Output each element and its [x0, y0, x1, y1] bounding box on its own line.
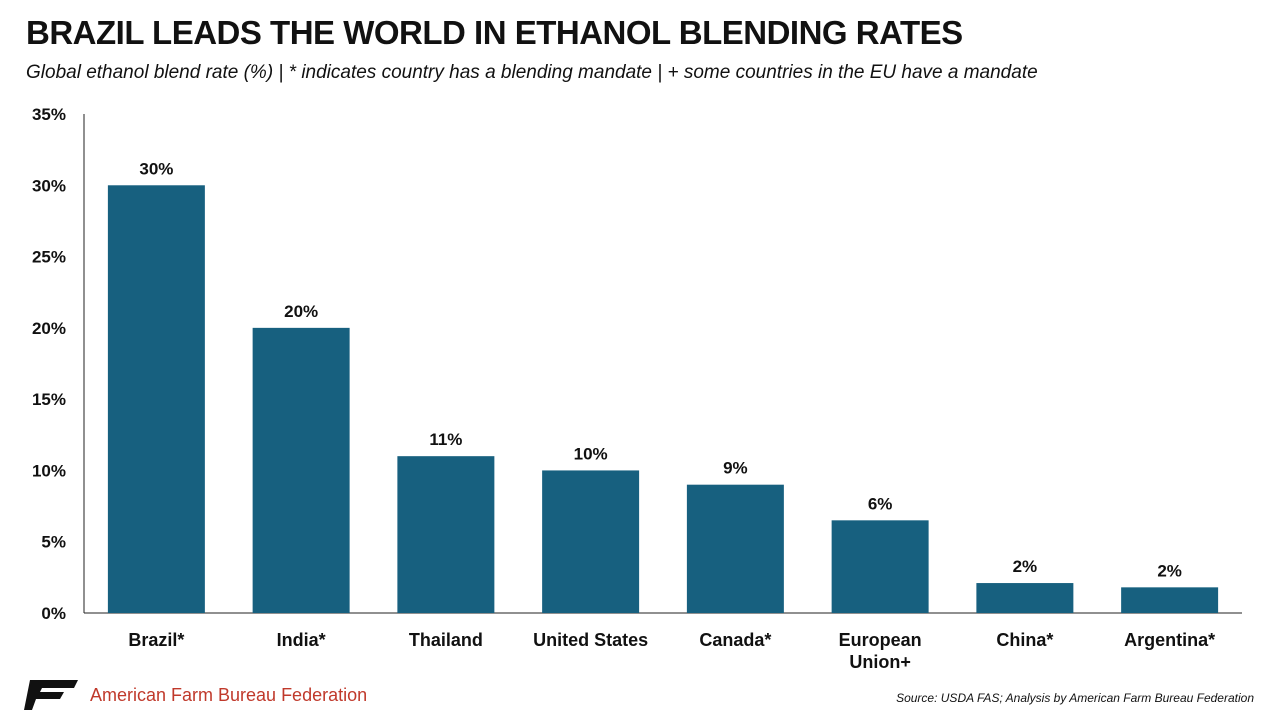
- data-label: 30%: [139, 159, 173, 178]
- y-tick-label: 10%: [32, 461, 66, 480]
- bar: [542, 470, 640, 613]
- bar-chart: 0% 5% 10% 15% 20% 25% 30% 35% 30% Brazil* 20% India…: [32, 105, 1242, 672]
- data-label: 10%: [574, 444, 608, 463]
- x-tick-label: Union+: [849, 652, 911, 672]
- data-label: 11%: [429, 430, 462, 449]
- bar: [397, 456, 495, 613]
- x-tick-label: China*: [996, 630, 1053, 650]
- y-tick-label: 30%: [32, 176, 66, 195]
- data-label: 2%: [1157, 561, 1182, 580]
- chart-subtitle: Global ethanol blend rate (%) | * indica…: [26, 62, 1038, 83]
- bar: [686, 484, 784, 613]
- x-tick-label: Argentina*: [1124, 630, 1215, 650]
- fb-logo-icon: [24, 680, 78, 710]
- y-tick-label: 25%: [32, 248, 66, 267]
- y-tick-label: 35%: [32, 105, 66, 124]
- data-label: 9%: [723, 459, 748, 478]
- bar: [1121, 587, 1219, 613]
- x-tick-label: Thailand: [409, 630, 483, 650]
- data-label: 20%: [284, 302, 318, 321]
- x-tick-label: India*: [277, 630, 326, 650]
- source-note: Source: USDA FAS; Analysis by American F…: [896, 691, 1254, 705]
- bar: [831, 520, 929, 613]
- x-tick-label: United States: [533, 630, 648, 650]
- data-label: 6%: [868, 494, 893, 513]
- x-tick-label: European: [839, 630, 922, 650]
- bar: [976, 583, 1074, 613]
- bar: [107, 185, 205, 614]
- bar: [252, 327, 350, 613]
- footer-logo: American Farm Bureau Federation: [24, 680, 367, 710]
- x-tick-label: Brazil*: [128, 630, 184, 650]
- y-tick-label: 15%: [32, 390, 66, 409]
- data-label: 2%: [1013, 557, 1038, 576]
- footer-brand: American Farm Bureau Federation: [90, 684, 368, 705]
- y-tick-label: 5%: [41, 533, 66, 552]
- y-tick-label: 0%: [41, 604, 66, 623]
- x-tick-label: Canada*: [699, 630, 771, 650]
- chart-title: BRAZIL LEADS THE WORLD IN ETHANOL BLENDI…: [26, 14, 963, 51]
- y-tick-label: 20%: [32, 319, 66, 338]
